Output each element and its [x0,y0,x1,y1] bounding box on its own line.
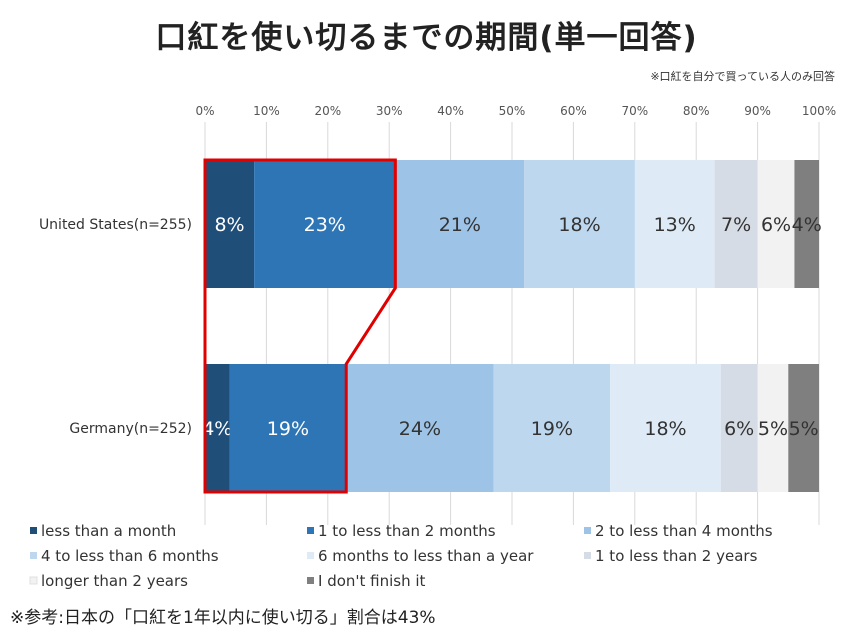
x-tick-label: 70% [621,104,648,118]
data-label: 19% [267,418,309,440]
stacked-bar-chart: 0% 10% 20% 30% 40% 50% 60% 70% 80% 90% 100% 8% 23% 2… [29,104,836,590]
bar-segment [205,364,230,492]
category-labels: United States(n=255) Germany(n=252) [39,217,192,437]
bars: 8% 23% 21% 18% 13% 7% 6% 4%4% 19% 24% 19% 18% 6% 5% 5% [202,160,822,492]
legend-label: 2 to less than 4 months [595,522,773,540]
highlight-outline-shape [203,158,397,494]
legend-label: longer than 2 years [41,572,188,590]
data-label: 8% [214,214,244,236]
legend-swatch [584,527,591,534]
x-tick-label: 30% [376,104,403,118]
highlight-outline [203,158,397,494]
bar-segment [757,160,795,288]
x-tick-label: 90% [744,104,771,118]
data-label: 13% [654,214,696,236]
data-label: 5% [758,418,788,440]
x-tick-label: 60% [560,104,587,118]
footnote: ※参考:日本の「口紅を1年以内に使い切る」割合は43% [10,608,436,628]
category-label: United States(n=255) [39,217,192,233]
x-tick-labels: 0% 10% 20% 30% 40% 50% 60% 70% 80% 90% 100% [195,104,836,118]
bar-segment [395,160,525,288]
legend-swatch [584,552,591,559]
bar-segment [720,364,758,492]
bar-segment [254,160,396,288]
data-label: 24% [399,418,441,440]
x-tick-label: 10% [253,104,280,118]
data-label: 23% [304,214,346,236]
data-label: 6% [761,214,791,236]
legend-swatch [307,527,314,534]
category-label: Germany(n=252) [69,421,192,437]
legend-swatch [307,577,314,584]
data-label: 7% [721,214,751,236]
x-tick-label: 0% [195,104,214,118]
bar-segment [493,364,611,492]
legend-label: less than a month [41,522,176,540]
data-label: 21% [439,214,481,236]
data-label: 5% [789,418,819,440]
bar-segment [634,160,715,288]
data-label: 4% [202,418,232,440]
bar-segment [229,364,347,492]
bar-segment [757,364,789,492]
bar-segment [205,160,255,288]
data-label: 18% [558,214,600,236]
legend: less than a month 1 to less than 2 months… [29,522,773,590]
legend-label: 6 months to less than a year [318,547,534,565]
x-tick-label: 80% [683,104,710,118]
legend-label: 1 to less than 2 months [318,522,496,540]
legend-label: 1 to less than 2 years [595,547,758,565]
bar-segment [714,160,758,288]
bar-segment [788,364,819,492]
x-tick-label: 20% [314,104,341,118]
bar-segment [610,364,721,492]
legend-label: I don't finish it [318,572,426,590]
bar-segment [346,364,494,492]
legend-label: 4 to less than 6 months [41,547,219,565]
data-label: 6% [724,418,754,440]
data-label: 19% [531,418,573,440]
x-tick-label: 50% [499,104,526,118]
legend-swatch [30,552,37,559]
legend-swatch [30,527,37,534]
x-tick-label: 100% [802,104,836,118]
chart-title: 口紅を使い切るまでの期間(単一回答) [155,20,698,56]
data-label: 18% [644,418,686,440]
bar-segment [524,160,635,288]
bar-segment [794,160,819,288]
data-label: 4% [792,214,822,236]
legend-swatch [307,552,314,559]
legend-swatch [29,576,38,585]
x-tick-label: 40% [437,104,464,118]
respondent-note: ※口紅を自分で買っている人のみ回答 [650,70,835,83]
